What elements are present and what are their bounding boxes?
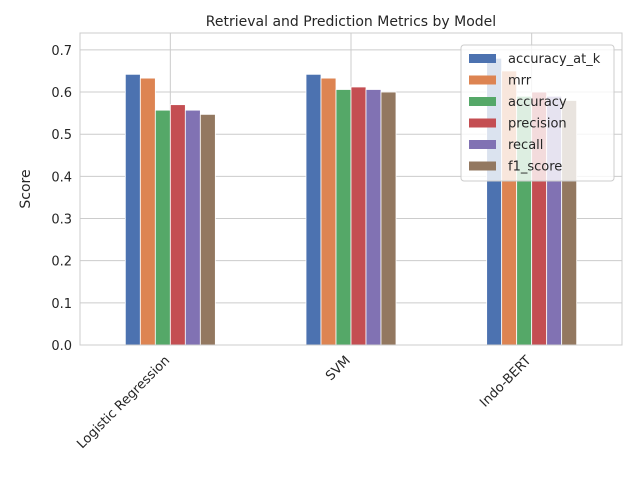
- legend-label: recall: [508, 138, 543, 153]
- y-tick-label: 0.6: [51, 86, 72, 101]
- legend-swatch: [469, 118, 496, 128]
- y-tick-label: 0.2: [51, 255, 72, 270]
- bar-f1_score-0: [199, 113, 216, 346]
- x-tick-label: Logistic Regression: [74, 353, 173, 452]
- bar-accuracy-0: [154, 109, 171, 346]
- legend-swatch: [469, 54, 496, 63]
- legend-swatch: [469, 75, 496, 85]
- y-tick-label: 0.0: [51, 339, 72, 354]
- y-tick-label: 0.1: [51, 297, 72, 312]
- legend-label: accuracy_at_k: [508, 52, 601, 67]
- bar-precision-0: [169, 104, 186, 346]
- y-tick-label: 0.4: [51, 170, 72, 185]
- chart-title: Retrieval and Prediction Metrics by Mode…: [206, 14, 496, 30]
- y-tick-label: 0.7: [51, 44, 72, 59]
- y-axis-label: Score: [18, 169, 34, 208]
- bar-f1_score-1: [380, 91, 397, 346]
- legend-box: [460, 44, 615, 182]
- y-tick-label: 0.3: [51, 213, 72, 228]
- plot-frame: [79, 32, 623, 346]
- y-tick-label: 0.5: [51, 128, 72, 143]
- bar-accuracy-1: [335, 89, 352, 346]
- bar-accuracy_at_k-0: [124, 73, 141, 346]
- legend-swatch: [469, 140, 496, 149]
- legend-label: f1_score: [508, 160, 562, 175]
- bar-precision-1: [350, 86, 367, 346]
- bar-mrr-1: [320, 77, 337, 346]
- bar-accuracy_at_k-1: [305, 73, 322, 346]
- legend-label: accuracy: [508, 95, 567, 110]
- legend-swatch: [469, 97, 496, 106]
- bar-recall-1: [365, 89, 382, 346]
- bar-mrr-0: [139, 77, 156, 346]
- x-tick-label: Indo-BERT: [477, 353, 534, 410]
- x-tick-label: SVM: [323, 353, 354, 384]
- legend-label: mrr: [508, 74, 532, 89]
- bar-recall-0: [184, 109, 201, 346]
- legend-label: precision: [508, 117, 567, 132]
- legend-swatch: [469, 161, 496, 171]
